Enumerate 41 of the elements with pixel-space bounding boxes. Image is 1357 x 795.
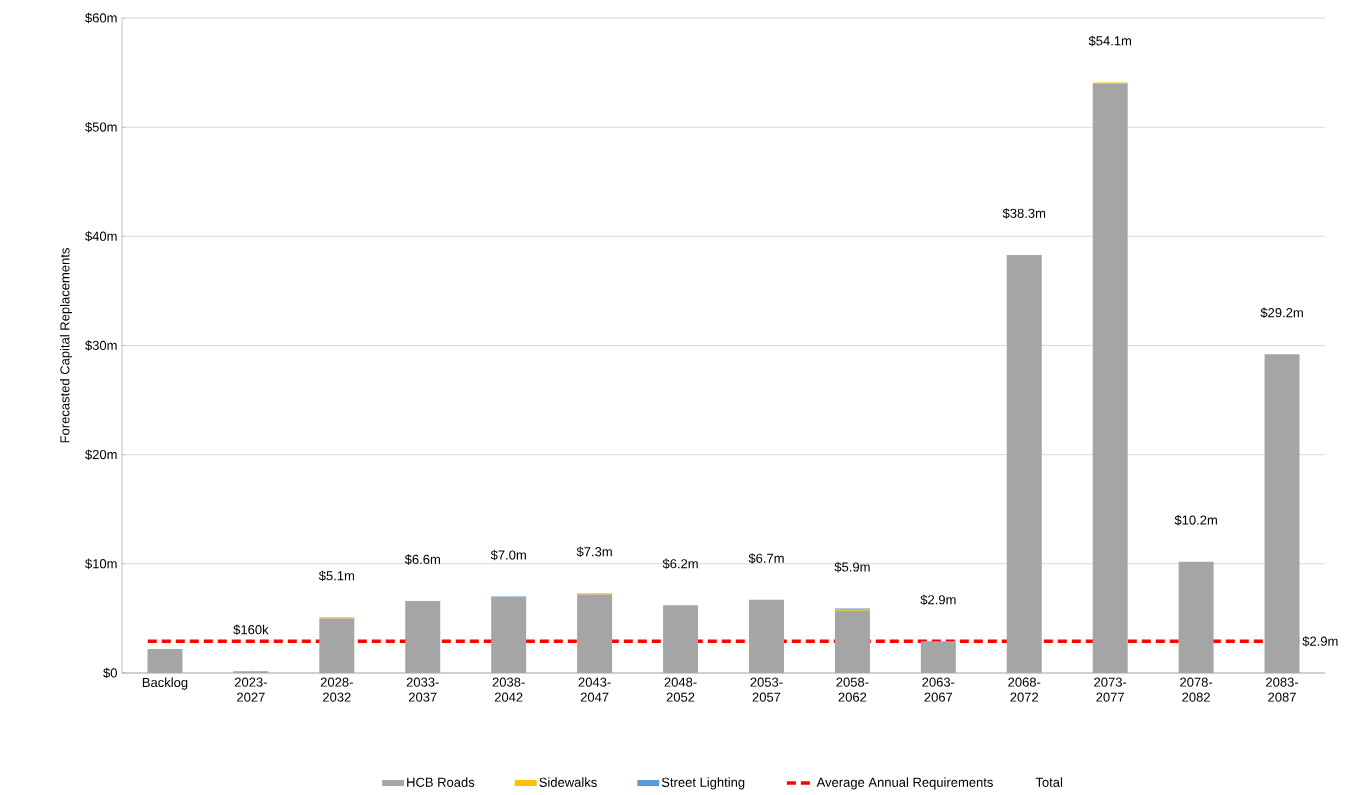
total-label: $5.1m bbox=[318, 570, 355, 582]
total-label: $7.0m bbox=[490, 549, 526, 561]
x-tick-label: 2053-2057 bbox=[750, 677, 783, 702]
y-tick-label: $50m bbox=[85, 121, 117, 133]
x-tick-label: 2058-2062 bbox=[836, 677, 869, 702]
y-tick-label: $60m bbox=[85, 12, 117, 24]
y-tick-label: $20m bbox=[85, 449, 117, 460]
legend-label: Street Lighting bbox=[661, 777, 745, 790]
total-label: $160k bbox=[233, 624, 269, 636]
total-label: $2.9m bbox=[920, 594, 956, 606]
x-tick-label: 2068-2072 bbox=[1008, 677, 1041, 702]
x-tick-label: 2078-2082 bbox=[1180, 677, 1213, 702]
y-axis-title: Forecasted Capital Replacements bbox=[59, 248, 73, 443]
legend-label: Average Annual Requirements bbox=[816, 777, 993, 790]
y-tick-label: $30m bbox=[85, 340, 117, 351]
y-tick-label: $10m bbox=[85, 558, 117, 570]
x-tick-label: 2023-2027 bbox=[234, 677, 267, 702]
x-tick-label: 2033-2037 bbox=[406, 677, 439, 702]
x-tick-label: Backlog bbox=[142, 677, 188, 690]
x-tick-label: 2063-2067 bbox=[922, 677, 955, 702]
total-label: $54.1m bbox=[1088, 35, 1132, 47]
x-tick-label: 2028-2032 bbox=[320, 677, 353, 702]
x-tick-label: 2038-2042 bbox=[492, 677, 525, 702]
x-tick-label: 2048-2052 bbox=[664, 677, 697, 702]
x-tick-label: 2073-2077 bbox=[1094, 677, 1127, 702]
total-label: $6.2m bbox=[662, 558, 698, 570]
text: Total bbox=[1035, 777, 1063, 787]
annotation: $2.9m bbox=[1302, 636, 1338, 647]
legend-label: HCB Roads bbox=[407, 777, 475, 787]
x-tick-label: 2043-2047 bbox=[578, 677, 611, 702]
total-label: $5.9m bbox=[834, 561, 870, 573]
legend-label: Sidewalks bbox=[539, 777, 597, 787]
x-tick-label: 2083-2087 bbox=[1266, 677, 1299, 702]
total-label: $7.3m bbox=[576, 546, 612, 558]
y-tick-label: $40m bbox=[85, 231, 117, 242]
total-label: $6.6m bbox=[404, 554, 440, 565]
total-label: $38.3m bbox=[1002, 208, 1046, 219]
total-label: $10.2m bbox=[1174, 514, 1217, 526]
total-label: $6.7m bbox=[748, 553, 784, 564]
total-label: $29.2m bbox=[1260, 307, 1303, 319]
y-tick-label: $0 bbox=[103, 667, 117, 679]
